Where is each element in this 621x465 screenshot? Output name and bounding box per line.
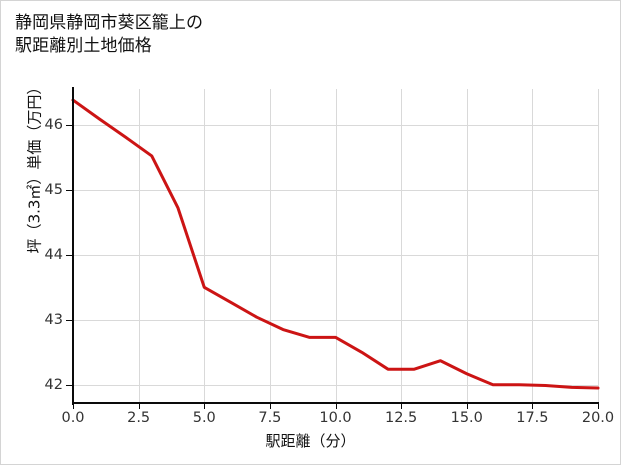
chart-title: 静岡県静岡市葵区籠上の 駅距離別土地価格 [15,13,204,57]
x-tick-label: 2.5 [127,410,151,426]
x-tick-mark [598,404,599,409]
gridline-vertical [269,89,271,403]
y-axis-line [72,87,74,405]
series-line-chart [71,98,600,390]
gridline-vertical [138,89,140,403]
x-axis-line [72,402,599,404]
y-tick-label: 43 [44,311,63,328]
x-tick-label: 7.5 [258,410,282,426]
x-tick-mark [269,404,271,409]
x-tick-label: 10.0 [319,410,352,426]
gridline-vertical [401,89,403,403]
gridline-vertical [466,89,468,403]
x-tick-mark [335,404,337,409]
x-tick-label: 12.5 [384,410,418,426]
x-tick-label: 5.0 [192,410,216,426]
x-tick-label: 0.0 [61,410,85,426]
x-tick-mark [138,404,140,409]
y-tick-label: 46 [44,116,63,133]
x-tick-mark [401,404,403,409]
y-tick-label: 44 [44,246,63,263]
y-tick-mark [66,384,72,386]
data-series-line [71,98,600,390]
x-tick-mark [532,404,534,409]
y-tick-mark [66,124,72,126]
x-tick-mark [466,404,468,409]
y-tick-label: 42 [44,376,63,393]
gridline-vertical [335,89,337,403]
plot-area [71,89,600,403]
x-tick-label: 15.0 [450,410,483,426]
x-tick-label: 17.5 [516,410,549,426]
gridline-vertical [532,89,534,403]
y-tick-labels: 42 43 44 45 46 [19,1,63,464]
x-tick-mark [73,404,74,409]
x-tick-label: 20.0 [581,410,615,426]
gridline-vertical [204,89,206,403]
y-axis-label: 坪（3.3㎡）単価（万円） [25,79,44,254]
y-tick-label: 45 [44,181,63,198]
y-tick-mark [66,254,72,256]
x-axis-label: 駅距離（分） [265,432,356,450]
y-tick-mark [66,319,72,321]
y-tick-mark [66,189,72,191]
gridline-vertical [598,89,599,403]
x-tick-mark [204,404,206,409]
